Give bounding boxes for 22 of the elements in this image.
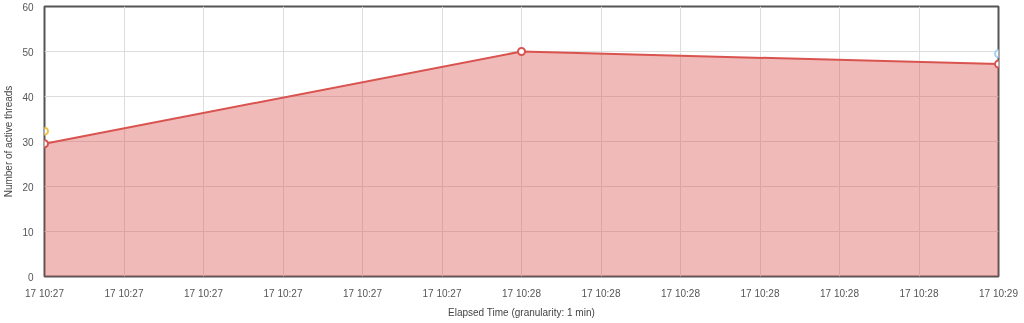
- x-tick-label: 17 10:28: [581, 287, 621, 299]
- y-tick-label: 30: [22, 136, 34, 148]
- x-tick-label: 17 10:29: [979, 287, 1019, 299]
- y-axis-title: Number of active threads: [3, 85, 15, 198]
- x-tick-label: 17 10:27: [184, 287, 224, 299]
- x-tick-label: 17 10:27: [422, 287, 462, 299]
- y-tick-label: 20: [22, 181, 34, 193]
- y-tick-label: 50: [22, 46, 34, 58]
- y-tick-label: 10: [22, 226, 34, 238]
- x-tick-label: 17 10:28: [502, 287, 542, 299]
- y-tick-label: 40: [22, 91, 34, 103]
- x-tick-label: 17 10:27: [343, 287, 383, 299]
- y-tick-label: 0: [27, 271, 34, 283]
- x-tick-label: 17 10:27: [25, 287, 65, 299]
- x-tick-label: 17 10:28: [820, 287, 860, 299]
- x-axis-title: Elapsed Time (granularity: 1 min): [448, 306, 595, 318]
- x-tick-label: 17 10:28: [740, 287, 780, 299]
- x-tick-label: 17 10:28: [661, 287, 701, 299]
- x-tick-label: 17 10:27: [104, 287, 144, 299]
- x-tick-label: 17 10:27: [263, 287, 303, 299]
- x-tick-label: 17 10:28: [899, 287, 939, 299]
- y-tick-label: 60: [22, 1, 34, 13]
